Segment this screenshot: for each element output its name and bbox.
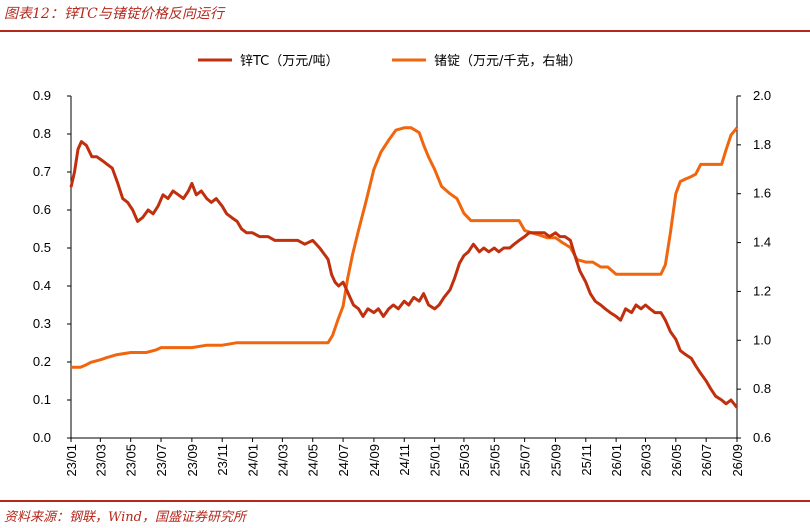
x-tick-label: 23/09 (185, 444, 200, 477)
y-left-tick-label: 0.6 (33, 202, 51, 217)
y-right-tick-label: 1.4 (753, 235, 771, 250)
x-tick-label: 23/05 (124, 444, 139, 477)
legend: 锌TC（万元/吨） 锗锭（万元/千克，右轴） (198, 54, 581, 69)
x-tick-label: 25/11 (579, 444, 594, 476)
y-left-tick-label: 0.5 (33, 240, 51, 255)
y-left-tick-label: 0.0 (33, 430, 51, 445)
y-right-tick-label: 1.0 (753, 332, 771, 347)
x-tick-label: 26/07 (699, 444, 714, 477)
y-left-tick-label: 0.4 (33, 278, 51, 293)
x-tick-label: 24/11 (397, 444, 412, 476)
series-line-zinc-tc (69, 140, 739, 409)
series-line-germanium (71, 126, 739, 369)
source-note: 资料来源：钢联，Wind，国盛证券研究所 (4, 510, 246, 525)
x-tick-label: 26/01 (609, 444, 624, 477)
x-tick-label: 25/09 (548, 444, 563, 477)
x-tick-label: 25/07 (518, 444, 533, 477)
x-tick-label: 24/03 (275, 444, 290, 477)
x-tick-label: 23/11 (215, 444, 230, 476)
x-tick-label: 26/03 (638, 444, 653, 477)
x-tick-label: 25/01 (428, 444, 443, 477)
legend-label-germanium: 锗锭（万元/千克，右轴） (434, 54, 581, 69)
y-right-tick-label: 2.0 (753, 88, 771, 103)
x-tick-label: 23/07 (154, 444, 169, 477)
y-right-tick-label: 1.8 (753, 137, 771, 152)
y-right-tick-label: 1.6 (753, 186, 771, 201)
x-tick-label: 23/03 (93, 444, 108, 477)
x-tick-label: 25/03 (457, 444, 472, 477)
y-left-tick-label: 0.9 (33, 88, 51, 103)
y-left-tick-label: 0.1 (33, 392, 51, 407)
bottom-divider (0, 500, 810, 502)
x-tick-label: 24/01 (246, 444, 261, 477)
legend-label-zinc-tc: 锌TC（万元/吨） (240, 54, 339, 69)
y-right-tick-label: 0.8 (753, 381, 771, 396)
x-tick-label: 26/05 (669, 444, 684, 477)
y-right-tick-label: 1.2 (753, 283, 771, 298)
x-tick-label: 24/09 (367, 444, 382, 477)
x-tick-label: 26/09 (730, 444, 745, 477)
x-tick-label: 24/07 (336, 444, 351, 477)
axes (67, 95, 741, 442)
series-lines (69, 126, 739, 409)
x-tick-label: 23/01 (64, 444, 79, 477)
x-tick-label: 24/05 (306, 444, 321, 477)
y-left-tick-label: 0.2 (33, 354, 51, 369)
y-left-tick-label: 0.8 (33, 126, 51, 141)
y-right-tick-label: 0.6 (753, 430, 771, 445)
chart-area: 锌TC（万元/吨） 锗锭（万元/千克，右轴） 0.00.10.20.30.40.… (33, 54, 771, 477)
top-divider (0, 30, 810, 32)
x-tick-label: 25/05 (487, 444, 502, 477)
y-left-tick-label: 0.7 (33, 164, 51, 179)
y-left-tick-label: 0.3 (33, 316, 51, 331)
figure-title: 图表12：锌TC与锗锭价格反向运行 (4, 6, 224, 22)
tick-labels: 0.0 0.1 0.2 0.3 0.4 0.5 0.6 0.7 0.8 0.9 0.6 0.8 1.0 1… (33, 88, 771, 477)
